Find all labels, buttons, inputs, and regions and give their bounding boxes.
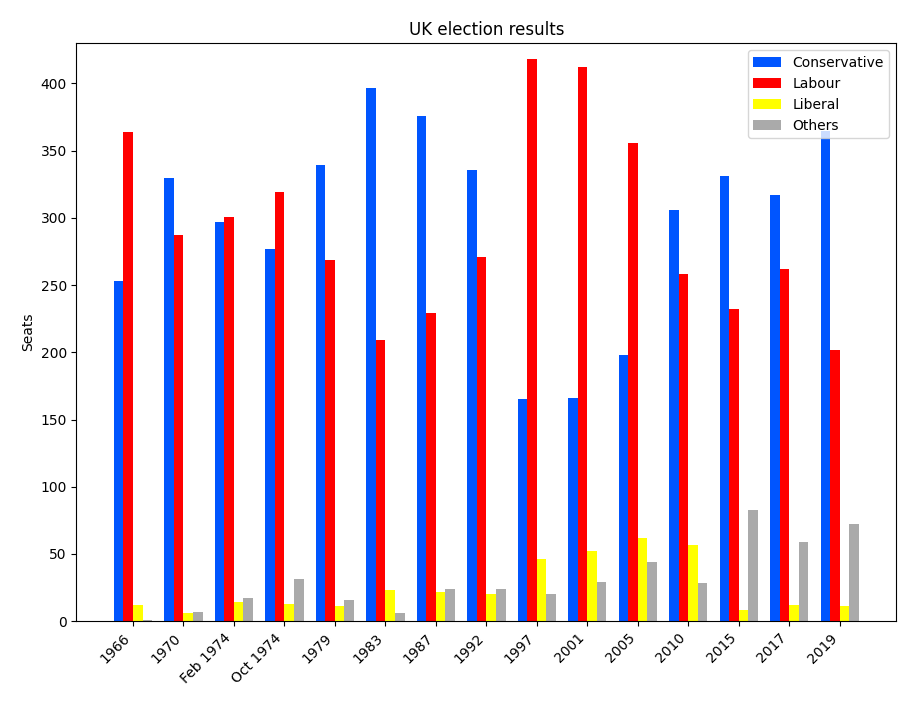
Bar [748,510,758,621]
Bar [779,269,790,621]
Title: UK election results: UK election results [409,21,564,39]
Bar [790,605,799,621]
Bar [669,210,679,621]
Bar [215,222,225,621]
Bar [114,281,124,621]
Bar [335,607,345,621]
Bar [799,542,809,621]
Bar [436,592,446,621]
Bar [517,399,527,621]
Bar [527,59,536,621]
Bar [326,259,335,621]
Bar [638,538,647,621]
Bar [689,544,698,621]
Bar [193,612,203,621]
Bar [446,589,455,621]
Bar [275,192,284,621]
Bar [416,116,426,621]
Legend: Conservative, Labour, Liberal, Others: Conservative, Labour, Liberal, Others [748,50,889,138]
Bar [133,605,142,621]
Bar [265,249,275,621]
Bar [587,551,597,621]
Bar [164,177,174,621]
Bar [720,176,729,621]
Bar [183,613,193,621]
Bar [244,598,253,621]
Bar [536,559,547,621]
Bar [174,235,183,621]
Bar [840,607,849,621]
Bar [547,594,556,621]
Bar [578,67,587,621]
Bar [597,582,606,621]
Bar [679,274,689,621]
Bar [821,131,830,621]
Bar [849,525,859,621]
Bar [739,610,748,621]
Y-axis label: Seats: Seats [21,313,35,351]
Bar [569,398,578,621]
Bar [234,602,244,621]
Bar [225,216,234,621]
Bar [619,355,628,621]
Bar [647,562,657,621]
Bar [830,350,840,621]
Bar [467,170,477,621]
Bar [395,613,404,621]
Bar [366,88,376,621]
Bar [376,340,385,621]
Bar [486,594,496,621]
Bar [315,165,326,621]
Bar [698,583,707,621]
Bar [770,195,779,621]
Bar [294,580,304,621]
Bar [628,143,638,621]
Bar [426,313,436,621]
Bar [729,309,739,621]
Bar [345,600,354,621]
Bar [496,589,505,621]
Bar [385,590,395,621]
Bar [284,604,294,621]
Bar [477,257,486,621]
Bar [142,620,152,621]
Bar [124,132,133,621]
